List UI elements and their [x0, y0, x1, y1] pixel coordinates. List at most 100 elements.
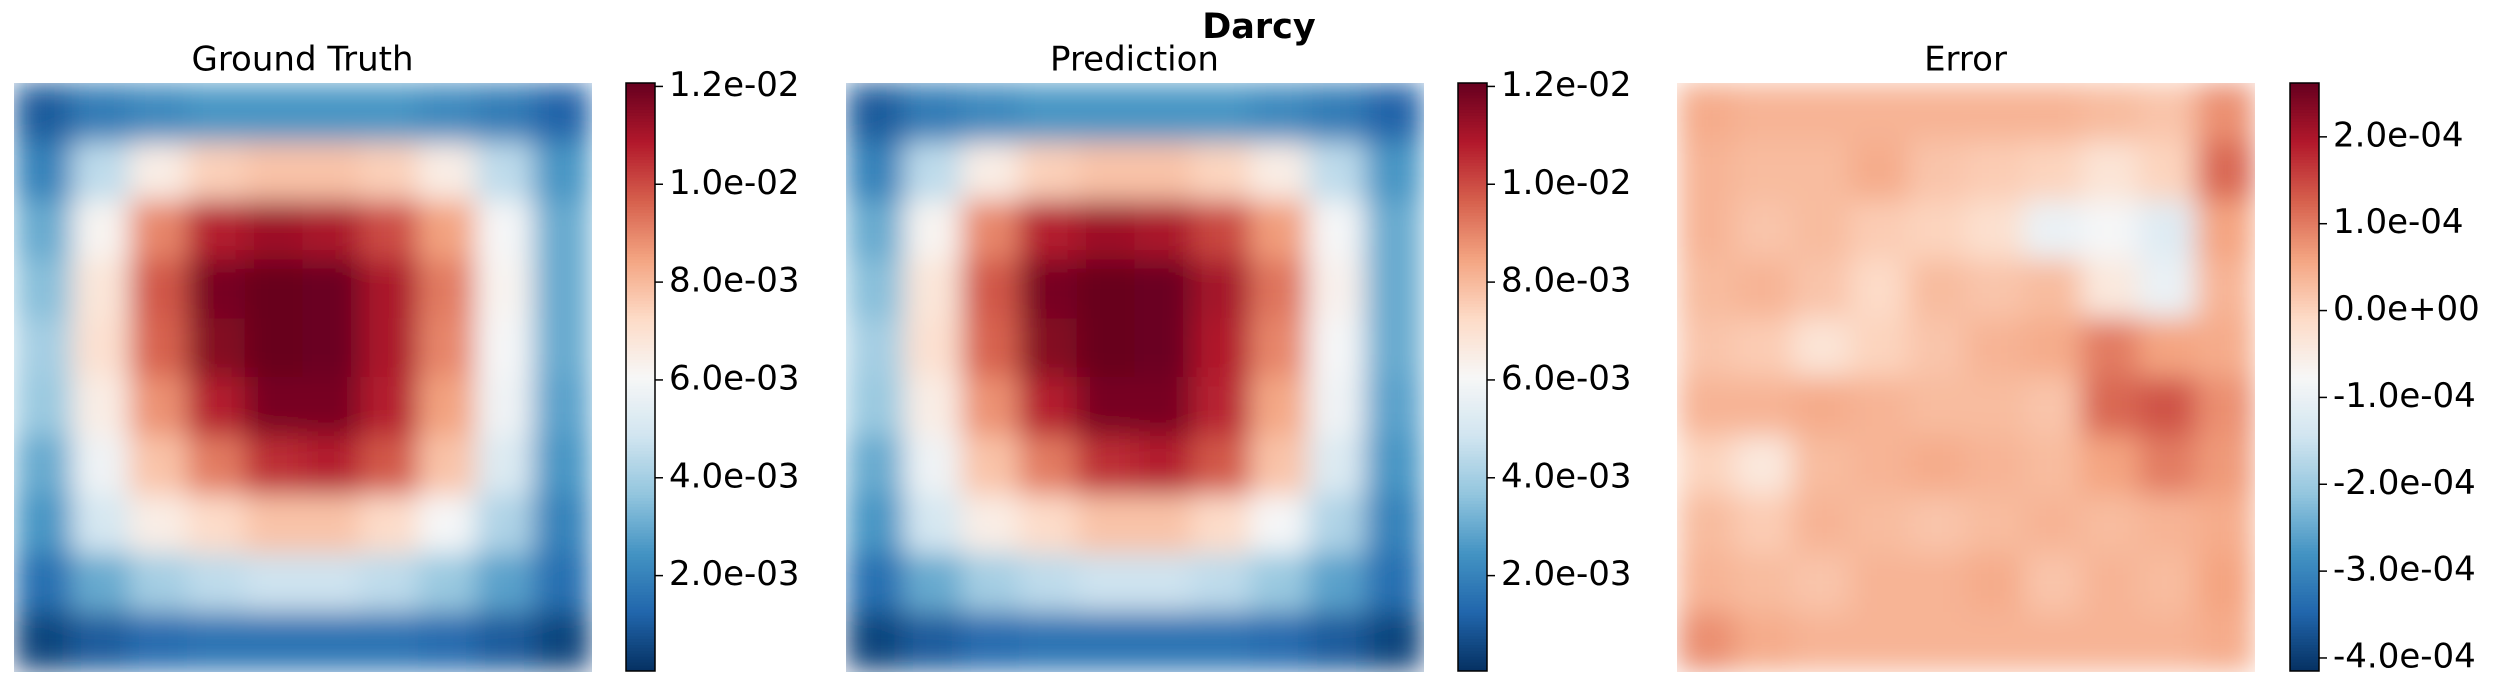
colorbar-gradient: [1458, 97, 1487, 102]
colorbar-gradient: [1458, 576, 1487, 581]
colorbar-gradient: [2290, 268, 2319, 272]
heatmap-cell: [1249, 612, 1309, 672]
colorbar-gradient: [1458, 227, 1487, 231]
heatmap-cell: [1192, 200, 1251, 260]
heatmap-cell: [2080, 435, 2140, 496]
colorbar-gradient: [1458, 623, 1487, 628]
colorbar-gradient: [1458, 141, 1487, 146]
heatmap-cell: [1907, 318, 1967, 378]
colorbar-gradient: [2290, 362, 2319, 366]
colorbar-gradient: [2290, 524, 2319, 528]
heatmap-cell: [1677, 318, 1736, 378]
colorbar-gradient: [2290, 444, 2319, 449]
colorbar-gradient: [1458, 541, 1487, 546]
heatmap-cell: [14, 494, 73, 554]
colorbar-gradient: [2290, 506, 2319, 510]
colorbar-tick-label: 6.0e-03: [669, 358, 800, 398]
colorbar-gradient: [2290, 156, 2319, 160]
colorbar-gradient: [626, 406, 655, 410]
colorbar-gradient: [2290, 421, 2319, 425]
colorbar-gradient: [626, 294, 655, 299]
colorbar-tick-label: 6.0e-03: [1501, 358, 1632, 398]
colorbar-gradient: [626, 353, 655, 357]
colorbar-gradient: [1458, 547, 1487, 551]
colorbar-gradient: [1458, 115, 1487, 119]
colorbar-gradient: [1458, 465, 1487, 469]
colorbar-gradient: [626, 100, 655, 105]
colorbar-gradient: [1458, 244, 1487, 249]
colorbar-gradient: [626, 324, 655, 328]
colorbar-gradient: [626, 553, 655, 557]
colorbar-gradient: [626, 150, 655, 155]
colorbar-gradient: [1458, 612, 1487, 616]
colorbar-gradient: [1458, 591, 1487, 596]
colorbar-gradient: [2290, 238, 2319, 243]
heatmap-cell: [1850, 494, 1909, 554]
heatmap-cell: [1307, 612, 1366, 672]
colorbar-gradient: [1458, 479, 1487, 484]
colorbar-gradient: [626, 476, 655, 481]
colorbar-tick-label: -4.0e-04: [2333, 636, 2476, 676]
colorbar-gradient: [2290, 279, 2319, 284]
heatmap-cell: [533, 83, 592, 143]
colorbar-gradient: [626, 103, 655, 108]
colorbar-gradient: [2290, 94, 2319, 99]
colorbar-gradient: [626, 459, 655, 463]
heatmap-cell: [1850, 377, 1909, 437]
colorbar-gradient: [626, 227, 655, 231]
colorbar-gradient: [2290, 397, 2319, 402]
colorbar-gradient: [626, 350, 655, 354]
colorbar-gradient: [1458, 444, 1487, 449]
colorbar-gradient: [626, 312, 655, 316]
heatmap-cell: [1076, 259, 1136, 319]
colorbar-gradient: [626, 97, 655, 102]
colorbar-gradient: [1458, 271, 1487, 275]
heatmap-cell: [1307, 141, 1366, 202]
colorbar-gradient: [626, 462, 655, 466]
heatmap-cell: [475, 377, 534, 437]
colorbar-gradient: [1458, 203, 1487, 207]
colorbar-gradient: [626, 538, 655, 543]
heatmap-cell: [1192, 435, 1251, 496]
colorbar-gradient: [1458, 268, 1487, 272]
colorbar-gradient: [2290, 391, 2319, 396]
heatmap-cell: [1907, 83, 1967, 143]
colorbar-gradient: [1458, 138, 1487, 143]
colorbar-gradient: [626, 509, 655, 513]
heatmap-cell: [475, 435, 534, 496]
colorbar-gradient: [626, 541, 655, 546]
colorbar-gradient: [626, 321, 655, 325]
heatmap-cell: [903, 141, 962, 202]
colorbar-gradient: [2290, 550, 2319, 554]
colorbar-gradient: [2290, 591, 2319, 596]
colorbar-gradient: [2290, 306, 2319, 310]
colorbar-gradient: [1458, 374, 1487, 378]
colorbar-gradient: [1458, 247, 1487, 252]
panel-title: Prediction: [1050, 40, 1219, 80]
heatmap-cell: [1134, 259, 1193, 319]
colorbar-gradient: [626, 618, 655, 622]
heatmap-cell: [1076, 553, 1136, 613]
heatmap-cell: [1734, 612, 1793, 672]
colorbar-gradient: [626, 124, 655, 128]
heatmap-cell: [2196, 83, 2255, 143]
colorbar-gradient: [2290, 447, 2319, 451]
colorbar-gradient: [1458, 94, 1487, 99]
colorbar-gradient: [1458, 476, 1487, 481]
heatmap-cell: [1019, 612, 1078, 672]
heatmap-cell: [1965, 494, 2024, 554]
colorbar-gradient: [2290, 450, 2319, 454]
colorbar-gradient: [1458, 412, 1487, 416]
heatmap-cell: [903, 377, 962, 437]
colorbar-gradient: [1458, 474, 1487, 478]
colorbar-gradient: [2290, 609, 2319, 613]
colorbar-gradient: [2290, 459, 2319, 463]
colorbar-gradient: [2290, 632, 2319, 637]
colorbar-gradient: [1458, 321, 1487, 325]
heatmap-cell: [1734, 141, 1793, 202]
heatmap-cell: [961, 318, 1020, 378]
colorbar-gradient: [1458, 312, 1487, 316]
heatmap-cell: [1792, 435, 1851, 496]
heatmap-cell: [417, 141, 477, 202]
heatmap-cell: [187, 435, 246, 496]
